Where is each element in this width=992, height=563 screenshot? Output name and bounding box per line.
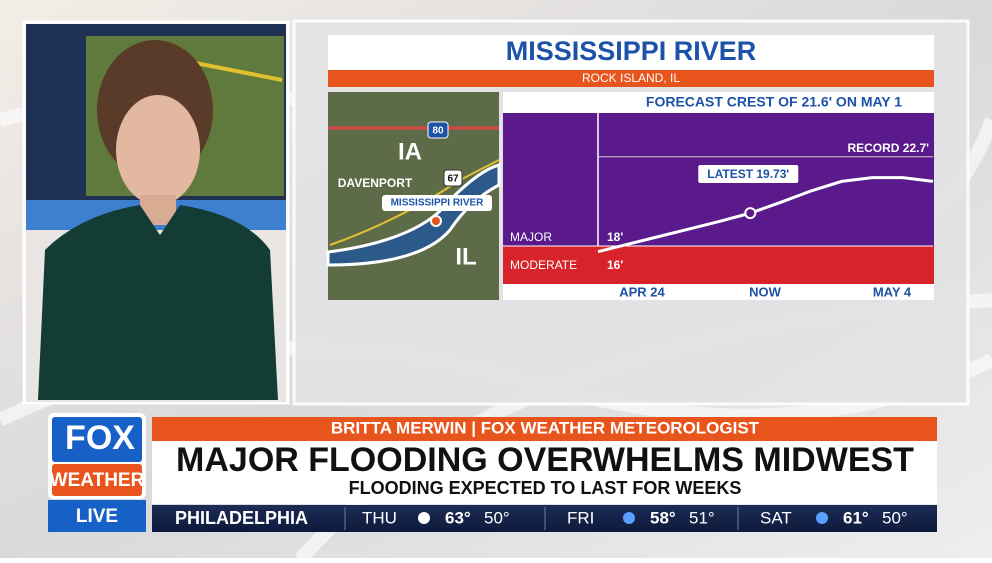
lower-third [48, 413, 937, 532]
ticker-low: 50° [484, 508, 510, 527]
record-label: RECORD 22.7' [847, 141, 929, 155]
map-callout [382, 195, 492, 211]
latest-box [698, 165, 799, 183]
ticker-high: 63° [445, 508, 471, 527]
stage-label: 16' [607, 258, 623, 272]
x-label: NOW [749, 284, 782, 299]
logo-top: FOX [65, 419, 135, 457]
x-label: APR 24 [619, 284, 665, 299]
ticker-low: 50° [882, 508, 908, 527]
map-shield [443, 169, 463, 187]
ticker-high: 58° [650, 508, 676, 527]
ticker-day: FRI [567, 508, 594, 527]
subheadline: FLOODING EXPECTED TO LAST FOR WEEKS [349, 478, 742, 498]
live-label: LIVE [76, 506, 118, 527]
headline: MAJOR FLOODING OVERWHELMS MIDWEST [176, 441, 914, 479]
latest-label: LATEST 19.73' [707, 167, 789, 181]
map-shield [427, 121, 449, 139]
map-shield-label: 80 [432, 126, 444, 137]
video-panel [22, 20, 290, 405]
map-label: IA [398, 138, 422, 165]
latest-marker [744, 207, 757, 220]
stage-name: MAJOR [510, 230, 552, 244]
weather-icon [418, 512, 430, 524]
graphic-location: ROCK ISLAND, IL [582, 71, 680, 85]
hydrograph-heading: FORECAST CREST OF 21.6' ON MAY 1 [646, 94, 902, 110]
map-label: DAVENPORT [338, 176, 413, 190]
ticker-low: 51° [689, 508, 715, 527]
presenter: BRITTA MERWIN | FOX WEATHER METEOROLOGIS… [331, 418, 760, 437]
graphic-panel [292, 19, 970, 406]
ticker-high: 61° [843, 508, 869, 527]
graphic-title: MISSISSIPPI RIVER [506, 36, 757, 66]
moderate-band [503, 246, 934, 284]
forecast-line [597, 176, 934, 254]
stage-label: 18' [607, 230, 623, 244]
map-pin [430, 215, 442, 227]
ticker-day: THU [362, 508, 397, 527]
ticker-city: PHILADELPHIA [175, 508, 308, 528]
map-label: IL [455, 243, 476, 270]
stage-name: MODERATE [510, 258, 577, 272]
x-label: MAY 4 [873, 284, 912, 299]
map-shield-label: 67 [447, 174, 459, 185]
logo-bottom: WEATHER [50, 470, 145, 491]
weather-icon [623, 512, 635, 524]
map-label: MISSISSIPPI RIVER [391, 198, 485, 209]
weather-icon [816, 512, 828, 524]
ticker-day: SAT [760, 508, 792, 527]
